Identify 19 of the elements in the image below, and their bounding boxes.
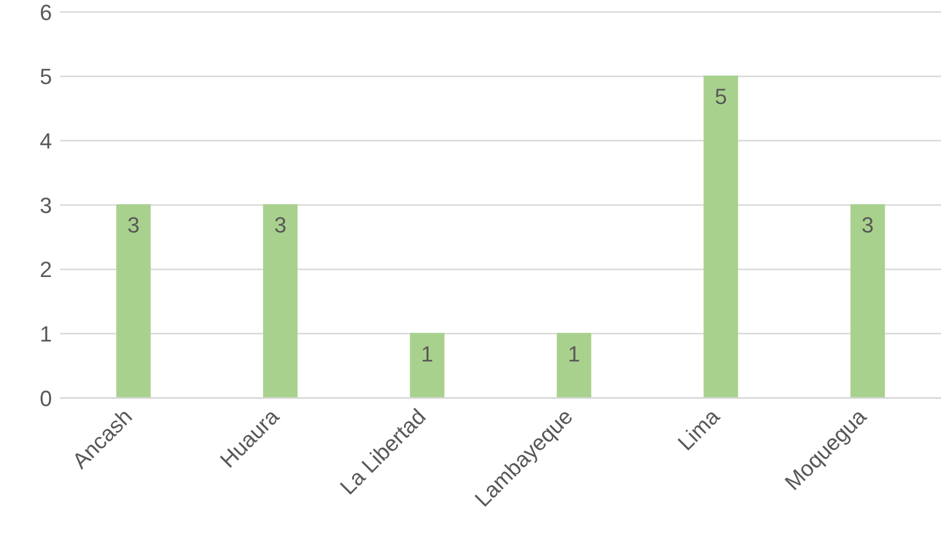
y-tick-label: 6	[40, 0, 52, 25]
y-tick-label: 0	[40, 386, 52, 411]
data-label: 3	[274, 212, 286, 238]
y-tick-label: 2	[40, 257, 52, 282]
data-label: 1	[421, 341, 434, 366]
bar	[704, 76, 738, 398]
y-tick-label: 3	[40, 192, 52, 218]
bar	[556, 332, 592, 398]
y-tick-label: 4	[40, 128, 52, 154]
bar	[410, 332, 444, 398]
data-label: 3	[127, 212, 140, 238]
bar	[263, 204, 298, 398]
data-label: 3	[862, 212, 874, 238]
y-tick-label: 5	[40, 64, 52, 90]
y-tick-label: 1	[40, 321, 52, 346]
data-label: 5	[714, 84, 727, 109]
bar	[850, 204, 885, 398]
bar	[116, 204, 151, 398]
data-label: 1	[568, 341, 580, 366]
